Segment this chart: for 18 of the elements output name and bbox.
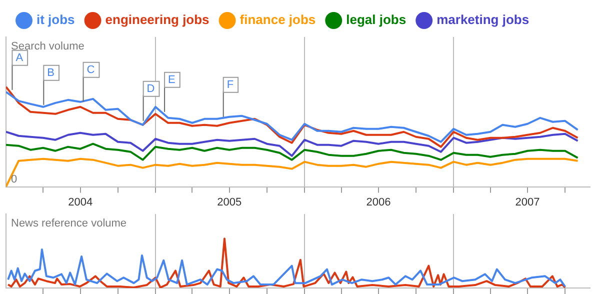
x-tick-label: 2004 xyxy=(68,196,93,208)
legend-label: engineering jobs xyxy=(105,12,210,28)
x-tick-label: 2005 xyxy=(217,196,242,208)
legend-label: legal jobs xyxy=(346,12,406,28)
legend-label: marketing jobs xyxy=(436,12,530,28)
x-tick-label: 2007 xyxy=(515,196,540,208)
annotation: A xyxy=(16,52,24,64)
annotation: C xyxy=(86,64,95,76)
text: Search volume xyxy=(11,40,84,53)
legend-label: finance jobs xyxy=(240,12,316,28)
annotation: F xyxy=(226,78,234,91)
annotation: D xyxy=(146,82,155,95)
legend-label: it jobs xyxy=(36,12,75,28)
annotation: 0 xyxy=(11,173,18,186)
x-tick-label: 2006 xyxy=(366,196,391,208)
text: News reference volume xyxy=(11,218,127,230)
annotation: E xyxy=(168,74,176,86)
annotation: B xyxy=(47,66,55,79)
